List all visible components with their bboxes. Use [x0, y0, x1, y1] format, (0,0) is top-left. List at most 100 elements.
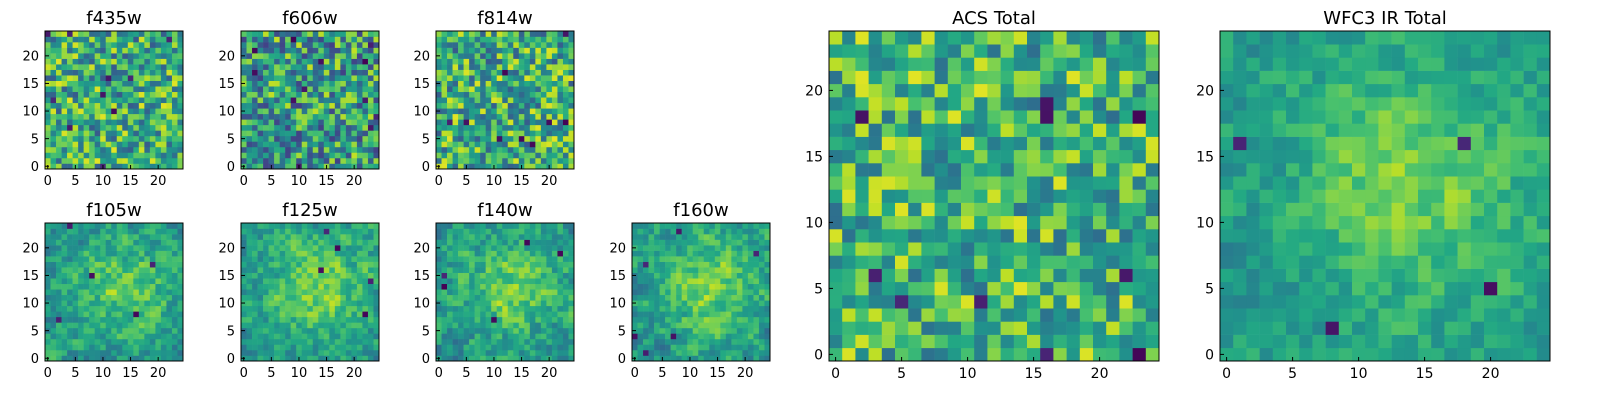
heatmap-cell [524, 86, 531, 93]
heatmap-cell [345, 86, 352, 93]
heatmap-cell [469, 234, 475, 240]
heatmap-cell [78, 338, 84, 345]
heatmap-cell [257, 36, 264, 43]
heatmap-cell [447, 80, 453, 87]
heatmap-cell [491, 135, 498, 142]
heatmap-cell [50, 239, 57, 246]
heatmap-cell [279, 80, 286, 87]
heatmap-cell [1145, 268, 1160, 283]
heatmap-cell [122, 245, 129, 251]
heatmap-cell [643, 250, 649, 257]
heatmap-cell [557, 256, 564, 262]
heatmap-cell [535, 245, 542, 251]
heatmap-cell [127, 157, 134, 164]
heatmap-cell [725, 305, 732, 312]
heatmap-cell [122, 141, 129, 148]
heatmap-cell [334, 311, 341, 318]
heatmap-cell [535, 311, 542, 318]
heatmap-cell [241, 58, 247, 65]
heatmap-cell [551, 47, 558, 54]
heatmap-cell [513, 278, 520, 285]
heatmap-cell [171, 294, 178, 301]
heatmap-cell [648, 327, 655, 334]
heatmap-cell [463, 223, 470, 229]
heatmap-cell [61, 113, 68, 120]
heatmap-cell [568, 58, 575, 65]
heatmap-cell [122, 294, 129, 301]
heatmap-cell [138, 102, 145, 109]
heatmap-cell [356, 239, 363, 246]
heatmap-cell [356, 91, 363, 98]
heatmap-cell [557, 163, 564, 170]
heatmap-cell [155, 311, 162, 318]
heatmap-cell [659, 349, 666, 356]
heatmap-cell [351, 64, 358, 70]
heatmap-cell [518, 130, 525, 137]
heatmap-cell [50, 42, 57, 48]
heatmap-cell [61, 47, 68, 54]
heatmap-cell [246, 47, 253, 54]
heatmap-cell [643, 261, 649, 268]
heatmap-cell [557, 53, 564, 59]
heatmap-cell [83, 31, 90, 37]
heatmap-cell [61, 141, 68, 148]
heatmap-cell [301, 250, 308, 257]
heatmap-cell [441, 256, 448, 262]
heatmap-cell [557, 294, 564, 301]
heatmap-cell [301, 349, 308, 356]
heatmap-cell [502, 42, 509, 48]
heatmap-cell [551, 250, 558, 257]
heatmap-cell [166, 102, 173, 109]
heatmap-cell [78, 47, 84, 54]
heatmap-cell [133, 124, 140, 131]
heatmap-cell [356, 36, 363, 43]
heatmap-cell [133, 344, 140, 351]
heatmap-cell [166, 64, 173, 70]
heatmap-cell [56, 146, 62, 153]
heatmap-cell [491, 256, 498, 262]
heatmap-cell [367, 119, 374, 126]
heatmap-cell [463, 64, 470, 70]
heatmap-cell [1093, 136, 1107, 151]
heatmap-cell [742, 300, 749, 307]
heatmap-cell [160, 157, 167, 164]
heatmap-cell [513, 333, 520, 340]
heatmap-cell [116, 36, 123, 43]
heatmap-cell [268, 272, 275, 279]
heatmap-cell [296, 294, 303, 301]
heatmap-cell [144, 64, 151, 70]
heatmap-cell [725, 245, 732, 251]
heatmap-cell [507, 47, 514, 54]
heatmap-cell [725, 349, 732, 356]
heatmap-cell [279, 349, 286, 356]
heatmap-cell [301, 64, 308, 70]
heatmap-cell [312, 272, 319, 279]
heatmap-cell [496, 130, 503, 137]
heatmap-cell [274, 327, 280, 334]
heatmap-cell [111, 75, 118, 81]
heatmap-cell [753, 283, 760, 290]
heatmap-cell [474, 256, 481, 262]
heatmap-cell [323, 223, 330, 229]
heatmap-cell [78, 223, 84, 229]
heatmap-cell [351, 267, 358, 273]
heatmap-cell [742, 344, 749, 351]
heatmap-cell [78, 42, 84, 48]
heatmap-cell [56, 58, 62, 65]
heatmap-cell [155, 250, 162, 257]
heatmap-cell [670, 283, 677, 290]
heatmap-cell [334, 300, 341, 307]
heatmap-cell [720, 234, 727, 240]
heatmap-cell [452, 80, 459, 87]
heatmap-cell [474, 86, 481, 93]
heatmap-cell [551, 36, 558, 43]
heatmap-cell [562, 124, 569, 131]
heatmap-cell [263, 234, 269, 240]
heatmap-cell [373, 311, 380, 318]
heatmap-cell [1040, 123, 1054, 137]
heatmap-cell [105, 146, 112, 153]
heatmap-cell [714, 300, 721, 307]
heatmap-cell [692, 223, 699, 229]
heatmap-cell [496, 157, 503, 164]
heatmap-cell [116, 245, 123, 251]
